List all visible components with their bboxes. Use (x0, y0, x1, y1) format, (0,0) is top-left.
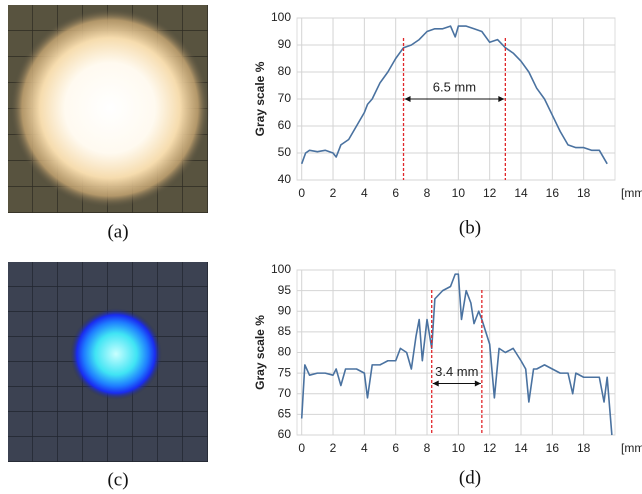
y-tick-label: 90 (278, 37, 292, 51)
data-line (300, 25, 608, 165)
y-tick-label: 95 (278, 283, 292, 297)
x-tick-label: 2 (330, 186, 337, 200)
y-tick-label: 80 (278, 345, 292, 359)
panel-label: (b) (459, 217, 481, 238)
y-tick-label: 70 (278, 91, 292, 105)
annotation-text: 6.5 mm (433, 79, 476, 94)
x-tick-label: 4 (361, 441, 368, 455)
x-tick-label: 0 (298, 441, 305, 455)
y-tick-label: 40 (278, 172, 292, 186)
arrow-head (432, 380, 481, 387)
x-tick-label: 18 (577, 441, 591, 455)
x-tick-label: 0 (298, 186, 305, 200)
x-tick-label: 10 (452, 441, 466, 455)
x-tick-label: 10 (452, 186, 466, 200)
x-tick-label: 12 (483, 186, 497, 200)
panel-label: (d) (459, 467, 481, 488)
x-tick-label: 18 (577, 186, 591, 200)
y-tick-label: 70 (278, 386, 292, 400)
x-axis-label: [mm] (621, 441, 642, 455)
y-tick-label: 60 (278, 427, 292, 441)
y-tick-label: 60 (278, 118, 292, 132)
y-tick-label: 75 (278, 365, 292, 379)
x-tick-label: 2 (330, 441, 337, 455)
x-tick-label: 6 (392, 186, 399, 200)
x-tick-label: 8 (424, 186, 431, 200)
x-tick-label: 14 (514, 186, 528, 200)
annotation-text: 3.4 mm (435, 364, 478, 379)
x-tick-label: 6 (392, 441, 399, 455)
x-tick-label: 12 (483, 441, 497, 455)
y-axis-label: Gray scale % (253, 315, 267, 390)
data-line (300, 273, 613, 436)
x-tick-label: 14 (514, 441, 528, 455)
y-tick-label: 100 (271, 10, 291, 24)
y-tick-label: 65 (278, 407, 292, 421)
x-axis-label: [mm] (621, 186, 642, 200)
y-tick-label: 80 (278, 64, 292, 78)
x-tick-label: 4 (361, 186, 368, 200)
y-tick-label: 50 (278, 145, 292, 159)
y-axis-label: Gray scale % (253, 61, 267, 136)
y-tick-label: 90 (278, 303, 292, 317)
x-tick-label: 16 (546, 186, 560, 200)
x-tick-label: 8 (424, 441, 431, 455)
photo-c (8, 262, 208, 462)
y-tick-label: 85 (278, 324, 292, 338)
panel-label: (c) (107, 469, 128, 490)
x-tick-label: 16 (546, 441, 560, 455)
y-tick-label: 100 (271, 262, 291, 276)
panel-label: (a) (107, 221, 128, 242)
photo-a (8, 5, 210, 213)
